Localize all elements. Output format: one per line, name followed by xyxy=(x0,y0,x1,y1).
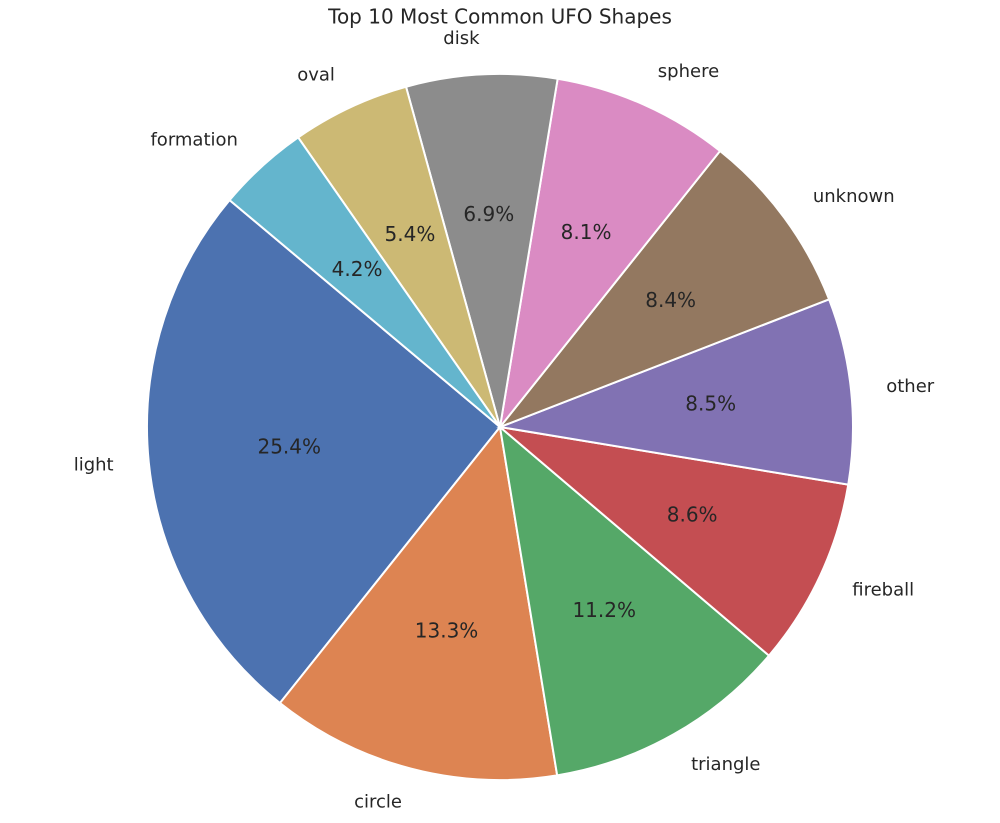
pie-slice xyxy=(404,73,559,428)
slice-label: light xyxy=(74,455,114,476)
slice-label: disk xyxy=(443,28,480,49)
pie-slice xyxy=(278,424,559,781)
pie-slice xyxy=(496,298,854,486)
pie-slice xyxy=(228,136,501,428)
percent-label: 6.9% xyxy=(463,202,514,226)
pie-slice xyxy=(498,424,771,777)
slice-label: fireball xyxy=(852,579,914,600)
pie-slice xyxy=(496,149,831,430)
percent-label: 5.4% xyxy=(385,222,436,246)
slice-label: formation xyxy=(150,129,237,150)
percent-label: 8.1% xyxy=(561,220,612,244)
slice-label: unknown xyxy=(813,186,895,207)
pie-slice xyxy=(146,198,502,705)
slice-label: other xyxy=(886,376,935,397)
percent-label: 11.2% xyxy=(572,598,636,622)
percent-label: 8.6% xyxy=(667,503,718,527)
pie-slice xyxy=(498,77,722,431)
percent-label: 8.5% xyxy=(685,392,736,416)
percent-label: 13.3% xyxy=(415,618,479,642)
pie-slice xyxy=(496,425,850,658)
percent-label: 25.4% xyxy=(257,435,321,459)
slice-label: oval xyxy=(297,65,335,86)
slice-label: circle xyxy=(354,792,402,813)
slice-label: sphere xyxy=(658,61,719,82)
chart-title: Top 10 Most Common UFO Shapes xyxy=(327,5,672,29)
percent-label: 8.4% xyxy=(645,288,696,312)
percent-label: 4.2% xyxy=(332,257,383,281)
slice-label: triangle xyxy=(691,754,760,775)
